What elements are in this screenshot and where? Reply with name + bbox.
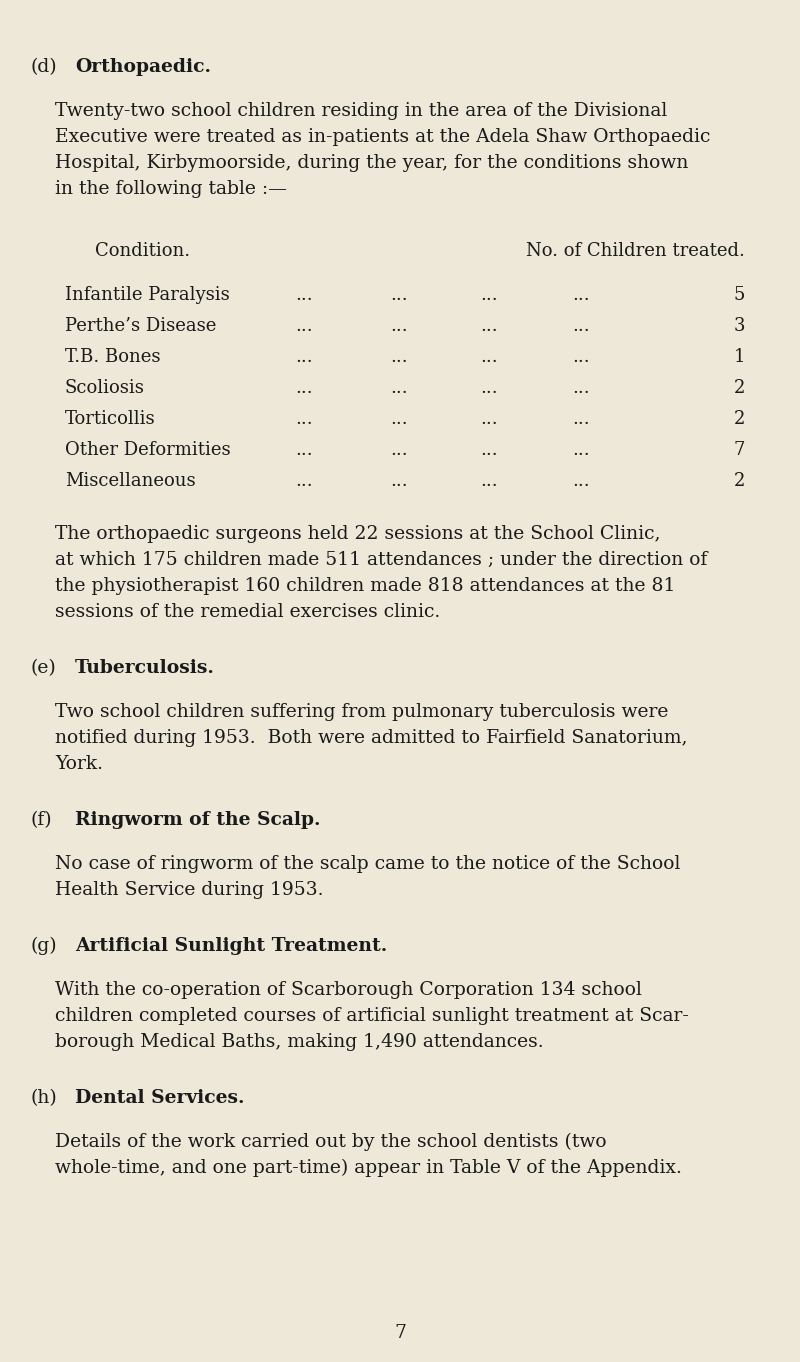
Text: Miscellaneous: Miscellaneous — [65, 473, 196, 490]
Text: ...: ... — [390, 473, 408, 490]
Text: 5: 5 — [734, 286, 745, 304]
Text: ...: ... — [572, 317, 590, 335]
Text: 3: 3 — [734, 317, 745, 335]
Text: Hospital, Kirbymoorside, during the year, for the conditions shown: Hospital, Kirbymoorside, during the year… — [55, 154, 688, 172]
Text: Ringworm of the Scalp.: Ringworm of the Scalp. — [75, 810, 321, 829]
Text: No. of Children treated.: No. of Children treated. — [526, 242, 745, 260]
Text: the physiotherapist 160 children made 818 attendances at the 81: the physiotherapist 160 children made 81… — [55, 577, 675, 595]
Text: 2: 2 — [734, 410, 745, 428]
Text: at which 175 children made 511 attendances ; under the direction of: at which 175 children made 511 attendanc… — [55, 552, 707, 569]
Text: (h): (h) — [30, 1090, 57, 1107]
Text: Torticollis: Torticollis — [65, 410, 156, 428]
Text: ...: ... — [390, 410, 408, 428]
Text: ...: ... — [480, 473, 498, 490]
Text: ...: ... — [572, 286, 590, 304]
Text: ...: ... — [572, 473, 590, 490]
Text: ...: ... — [295, 286, 313, 304]
Text: Other Deformities: Other Deformities — [65, 441, 230, 459]
Text: ...: ... — [295, 473, 313, 490]
Text: Artificial Sunlight Treatment.: Artificial Sunlight Treatment. — [75, 937, 387, 955]
Text: Dental Services.: Dental Services. — [75, 1090, 245, 1107]
Text: ...: ... — [295, 379, 313, 396]
Text: Details of the work carried out by the school dentists (two: Details of the work carried out by the s… — [55, 1133, 606, 1151]
Text: ...: ... — [390, 441, 408, 459]
Text: Condition.: Condition. — [95, 242, 190, 260]
Text: The orthopaedic surgeons held 22 sessions at the School Clinic,: The orthopaedic surgeons held 22 session… — [55, 524, 661, 543]
Text: Two school children suffering from pulmonary tuberculosis were: Two school children suffering from pulmo… — [55, 703, 668, 720]
Text: Health Service during 1953.: Health Service during 1953. — [55, 881, 323, 899]
Text: Executive were treated as in-patients at the Adela Shaw Orthopaedic: Executive were treated as in-patients at… — [55, 128, 710, 146]
Text: ...: ... — [390, 379, 408, 396]
Text: T.B. Bones: T.B. Bones — [65, 349, 161, 366]
Text: children completed courses of artificial sunlight treatment at Scar-: children completed courses of artificial… — [55, 1007, 689, 1026]
Text: 1: 1 — [734, 349, 745, 366]
Text: (g): (g) — [30, 937, 57, 955]
Text: ...: ... — [480, 379, 498, 396]
Text: borough Medical Baths, making 1,490 attendances.: borough Medical Baths, making 1,490 atte… — [55, 1032, 544, 1051]
Text: in the following table :—: in the following table :— — [55, 180, 287, 197]
Text: York.: York. — [55, 755, 103, 774]
Text: ...: ... — [480, 286, 498, 304]
Text: ...: ... — [390, 286, 408, 304]
Text: 2: 2 — [734, 473, 745, 490]
Text: No case of ringworm of the scalp came to the notice of the School: No case of ringworm of the scalp came to… — [55, 855, 680, 873]
Text: ...: ... — [295, 349, 313, 366]
Text: ...: ... — [480, 349, 498, 366]
Text: ...: ... — [572, 379, 590, 396]
Text: whole-time, and one part-time) appear in Table V of the Appendix.: whole-time, and one part-time) appear in… — [55, 1159, 682, 1177]
Text: Twenty-two school children residing in the area of the Divisional: Twenty-two school children residing in t… — [55, 102, 667, 120]
Text: ...: ... — [572, 410, 590, 428]
Text: ...: ... — [295, 317, 313, 335]
Text: Infantile Paralysis: Infantile Paralysis — [65, 286, 230, 304]
Text: Tuberculosis.: Tuberculosis. — [75, 659, 215, 677]
Text: 7: 7 — [394, 1324, 406, 1342]
Text: 7: 7 — [734, 441, 745, 459]
Text: ...: ... — [295, 410, 313, 428]
Text: (d): (d) — [30, 59, 57, 76]
Text: Orthopaedic.: Orthopaedic. — [75, 59, 211, 76]
Text: (f): (f) — [30, 810, 52, 829]
Text: With the co-operation of Scarborough Corporation 134 school: With the co-operation of Scarborough Cor… — [55, 981, 642, 998]
Text: ...: ... — [480, 317, 498, 335]
Text: ...: ... — [390, 349, 408, 366]
Text: ...: ... — [480, 441, 498, 459]
Text: ...: ... — [572, 441, 590, 459]
Text: Scoliosis: Scoliosis — [65, 379, 145, 396]
Text: ...: ... — [295, 441, 313, 459]
Text: Perthe’s Disease: Perthe’s Disease — [65, 317, 216, 335]
Text: ...: ... — [390, 317, 408, 335]
Text: ...: ... — [572, 349, 590, 366]
Text: (e): (e) — [30, 659, 56, 677]
Text: 2: 2 — [734, 379, 745, 396]
Text: sessions of the remedial exercises clinic.: sessions of the remedial exercises clini… — [55, 603, 440, 621]
Text: notified during 1953.  Both were admitted to Fairfield Sanatorium,: notified during 1953. Both were admitted… — [55, 729, 687, 746]
Text: ...: ... — [480, 410, 498, 428]
